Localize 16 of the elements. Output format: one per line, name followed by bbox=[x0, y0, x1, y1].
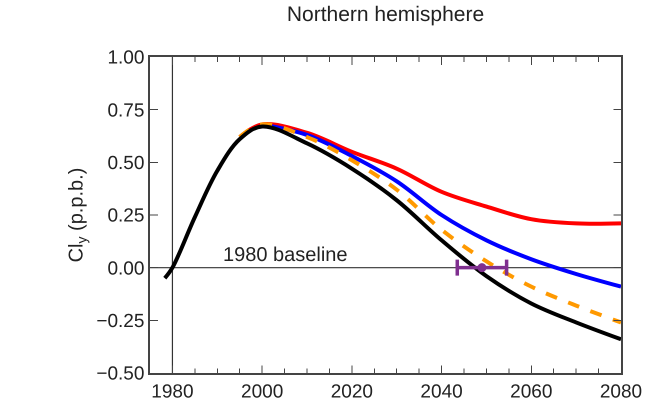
y-tick-label: −0.25 bbox=[96, 310, 144, 332]
y-tick-label: 0.75 bbox=[107, 100, 144, 122]
x-tick-label: 1980 bbox=[151, 382, 194, 403]
y-tick-label: 0.00 bbox=[107, 258, 144, 280]
x-tick-label: 2000 bbox=[241, 382, 284, 403]
x-tick-label: 2020 bbox=[330, 382, 373, 403]
y-tick-label: −0.50 bbox=[96, 364, 144, 385]
x-tick-label: 2080 bbox=[600, 382, 642, 403]
chart-title: Northern hemisphere bbox=[286, 2, 484, 26]
x-tick-label: 2040 bbox=[420, 382, 463, 403]
y-tick-label: 1.00 bbox=[107, 48, 144, 69]
ref-line-label: 1980 baseline bbox=[223, 244, 348, 266]
line-series bbox=[162, 124, 621, 342]
y-tick-label: 0.50 bbox=[107, 152, 144, 174]
x-tick-label: 2060 bbox=[510, 382, 552, 403]
y-tick-label: 0.25 bbox=[107, 206, 144, 227]
